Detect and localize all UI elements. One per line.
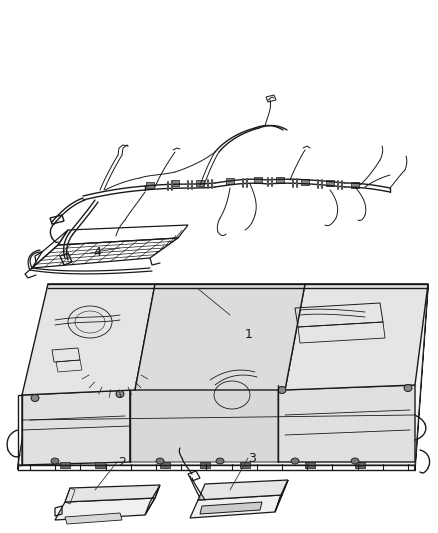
Polygon shape bbox=[351, 182, 359, 188]
Ellipse shape bbox=[278, 386, 286, 393]
Ellipse shape bbox=[57, 312, 173, 408]
Polygon shape bbox=[135, 284, 305, 390]
Polygon shape bbox=[171, 180, 179, 186]
Polygon shape bbox=[285, 284, 428, 390]
Ellipse shape bbox=[31, 394, 39, 401]
Text: 2: 2 bbox=[118, 456, 126, 469]
Polygon shape bbox=[22, 284, 155, 395]
Polygon shape bbox=[254, 177, 262, 183]
Polygon shape bbox=[95, 462, 105, 468]
Text: 4: 4 bbox=[93, 246, 101, 260]
Polygon shape bbox=[355, 462, 365, 468]
Polygon shape bbox=[326, 180, 334, 186]
Polygon shape bbox=[200, 462, 210, 468]
Polygon shape bbox=[65, 485, 160, 502]
Polygon shape bbox=[146, 182, 154, 188]
Polygon shape bbox=[22, 390, 130, 465]
Ellipse shape bbox=[173, 297, 297, 453]
Ellipse shape bbox=[116, 391, 124, 398]
Ellipse shape bbox=[404, 384, 412, 392]
Polygon shape bbox=[190, 495, 282, 518]
Ellipse shape bbox=[51, 458, 59, 464]
Polygon shape bbox=[160, 462, 170, 468]
Text: 3: 3 bbox=[248, 451, 256, 464]
Ellipse shape bbox=[290, 300, 400, 390]
Polygon shape bbox=[198, 480, 288, 500]
Ellipse shape bbox=[291, 458, 299, 464]
Polygon shape bbox=[276, 177, 284, 183]
Polygon shape bbox=[196, 180, 204, 186]
Ellipse shape bbox=[156, 458, 164, 464]
Polygon shape bbox=[305, 462, 315, 468]
Polygon shape bbox=[60, 462, 70, 468]
Text: 1: 1 bbox=[245, 328, 253, 342]
Polygon shape bbox=[200, 502, 262, 514]
Polygon shape bbox=[55, 498, 155, 520]
Polygon shape bbox=[130, 385, 278, 462]
Polygon shape bbox=[301, 179, 309, 185]
Polygon shape bbox=[18, 284, 428, 465]
Polygon shape bbox=[240, 462, 250, 468]
Ellipse shape bbox=[351, 458, 359, 464]
Polygon shape bbox=[226, 178, 234, 184]
Polygon shape bbox=[278, 385, 415, 462]
Polygon shape bbox=[65, 513, 122, 524]
Ellipse shape bbox=[216, 458, 224, 464]
